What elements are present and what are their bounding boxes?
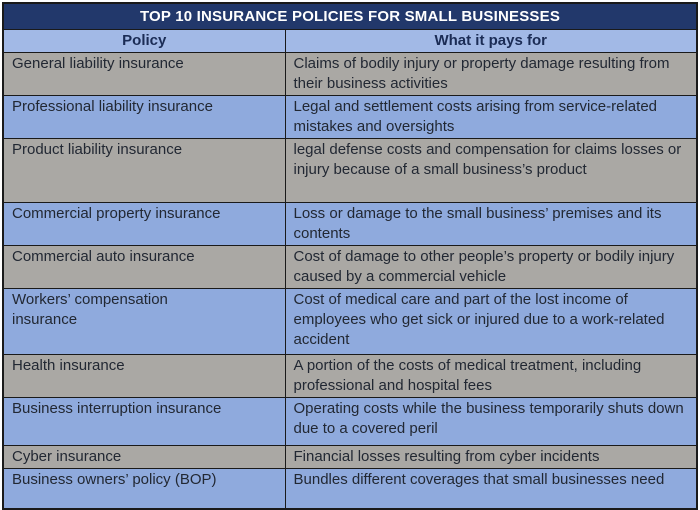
pays-for-text: legal defense costs and compensation for…	[293, 141, 682, 178]
policy-name: Business owners’ policy (BOP)	[12, 471, 217, 488]
pays-for-cell: Legal and settlement costs arising from …	[284, 95, 698, 139]
pays-for-text: A portion of the costs of medical treatm…	[293, 357, 642, 394]
pays-for-cell: legal defense costs and compensation for…	[284, 138, 698, 203]
table-row: Workers’ compensation insurance Cost of …	[2, 288, 698, 355]
pays-for-text: Bundles different coverages that small b…	[293, 471, 665, 488]
pays-for-text: Operating costs while the business tempo…	[293, 400, 684, 437]
policy-cell: Commercial property insurance	[2, 202, 286, 246]
pays-for-text: Cost of damage to other people’s propert…	[293, 248, 675, 285]
pays-for-cell: A portion of the costs of medical treatm…	[284, 354, 698, 398]
table-row: General liability insurance Claims of bo…	[2, 52, 698, 96]
pays-for-cell: Bundles different coverages that small b…	[284, 468, 698, 509]
table-title-row: TOP 10 INSURANCE POLICIES FOR SMALL BUSI…	[2, 2, 698, 30]
pays-for-text: Loss or damage to the small business’ pr…	[293, 205, 662, 242]
policy-name: General liability insurance	[12, 55, 184, 72]
pays-for-cell: Cost of damage to other people’s propert…	[284, 245, 698, 289]
policy-name: Workers’ compensation insurance	[12, 291, 168, 328]
table-row: Business interruption insurance Operatin…	[2, 397, 698, 446]
policy-name: Professional liability insurance	[12, 98, 213, 115]
table-body: General liability insurance Claims of bo…	[2, 52, 698, 509]
pays-for-text: Cost of medical care and part of the los…	[293, 291, 665, 348]
table-row: Commercial auto insurance Cost of damage…	[2, 245, 698, 289]
table-row: Health insurance A portion of the costs …	[2, 354, 698, 398]
policy-name: Health insurance	[12, 357, 125, 374]
policy-cell: General liability insurance	[2, 52, 286, 96]
column-header-pays-for: What it pays for	[284, 29, 698, 53]
policy-name: Product liability insurance	[12, 141, 183, 158]
policy-cell: Commercial auto insurance	[2, 245, 286, 289]
policy-cell: Business interruption insurance	[2, 397, 286, 446]
table-row: Commercial property insurance Loss or da…	[2, 202, 698, 246]
table-row: Business owners’ policy (BOP) Bundles di…	[2, 468, 698, 509]
pays-for-cell: Claims of bodily injury or property dama…	[284, 52, 698, 96]
table-row: Professional liability insurance Legal a…	[2, 95, 698, 139]
table-head: TOP 10 INSURANCE POLICIES FOR SMALL BUSI…	[2, 2, 698, 53]
pays-for-text: Financial losses resulting from cyber in…	[293, 448, 600, 465]
pays-for-text: Legal and settlement costs arising from …	[293, 98, 658, 135]
policy-cell: Professional liability insurance	[2, 95, 286, 139]
pays-for-cell: Operating costs while the business tempo…	[284, 397, 698, 446]
policy-name: Commercial property insurance	[12, 205, 221, 222]
policy-cell: Cyber insurance	[2, 445, 286, 469]
pays-for-cell: Cost of medical care and part of the los…	[284, 288, 698, 355]
column-header-policy: Policy	[2, 29, 286, 53]
policy-cell: Health insurance	[2, 354, 286, 398]
pays-for-text: Claims of bodily injury or property dama…	[293, 55, 670, 92]
table-title: TOP 10 INSURANCE POLICIES FOR SMALL BUSI…	[2, 2, 698, 30]
policy-cell: Business owners’ policy (BOP)	[2, 468, 286, 509]
policy-name: Cyber insurance	[12, 448, 122, 465]
policy-cell: Workers’ compensation insurance	[2, 288, 286, 355]
policy-name: Commercial auto insurance	[12, 248, 195, 265]
pays-for-cell: Loss or damage to the small business’ pr…	[284, 202, 698, 246]
table-row: Cyber insurance Financial losses resulti…	[2, 445, 698, 469]
table-row: Product liability insurance legal defens…	[2, 138, 698, 203]
pays-for-cell: Financial losses resulting from cyber in…	[284, 445, 698, 469]
column-header-row: Policy What it pays for	[2, 29, 698, 53]
policy-name: Business interruption insurance	[12, 400, 222, 417]
policy-cell: Product liability insurance	[2, 138, 286, 203]
